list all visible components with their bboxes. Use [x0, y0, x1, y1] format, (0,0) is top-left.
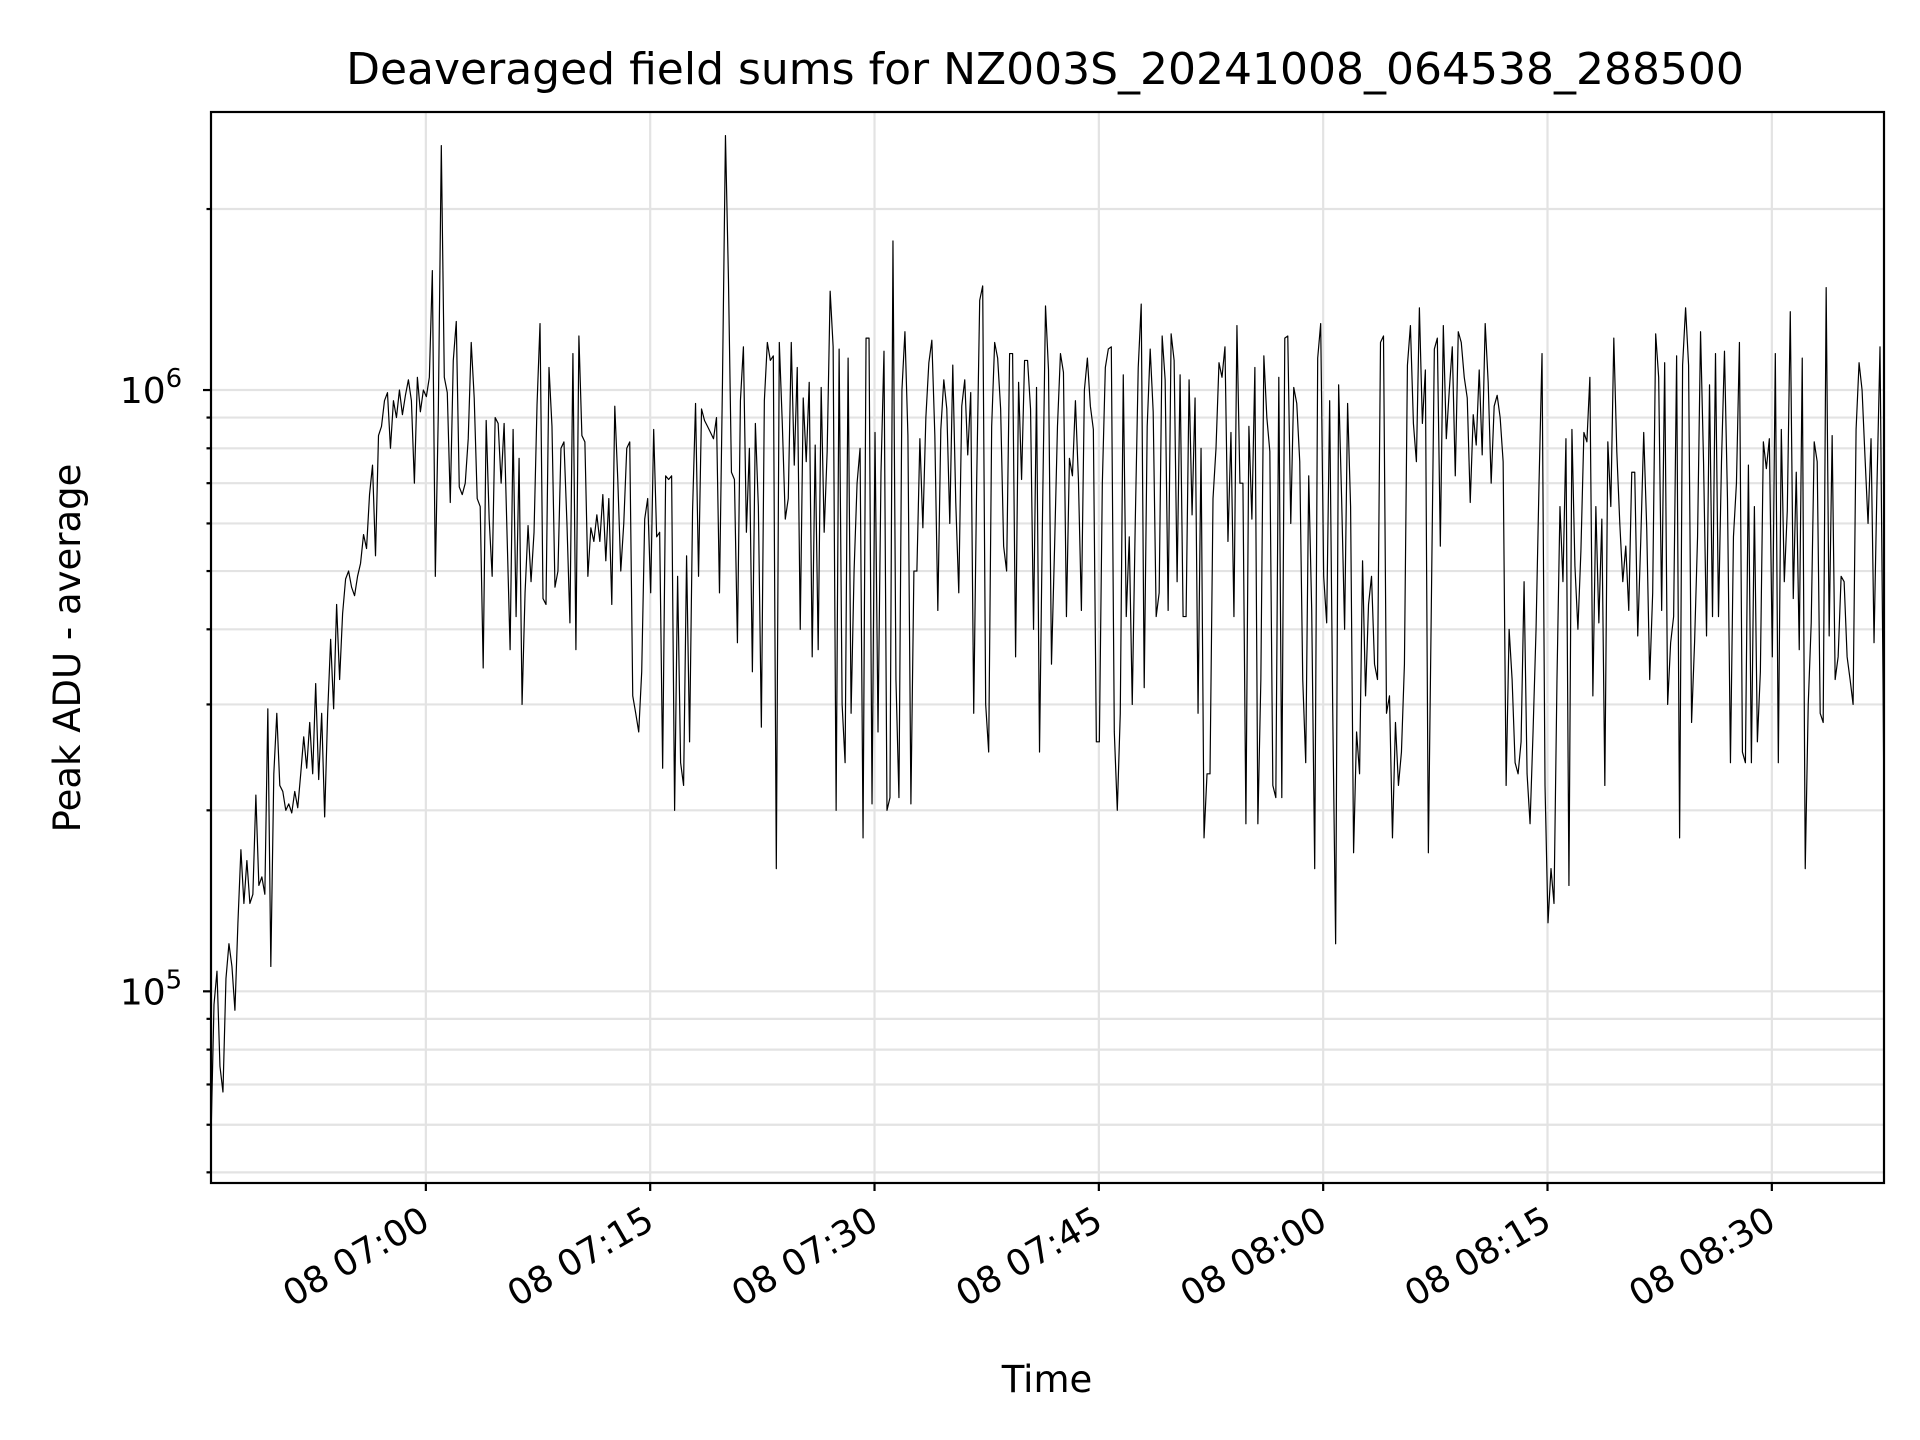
y-tick-label: 105 [120, 965, 182, 1013]
plot-frame [209, 110, 1886, 1185]
chart-title: Deaveraged field sums for NZ003S_2024100… [346, 44, 1744, 95]
y-tick-exponent: 5 [166, 965, 183, 995]
y-tick-base: 10 [120, 972, 166, 1013]
y-axis-label: Peak ADU - average [46, 464, 89, 833]
y-tick-label: 106 [120, 364, 182, 412]
y-tick-base: 10 [120, 371, 166, 412]
y-tick-exponent: 6 [166, 364, 183, 394]
x-axis-label: Time [1001, 1358, 1093, 1401]
